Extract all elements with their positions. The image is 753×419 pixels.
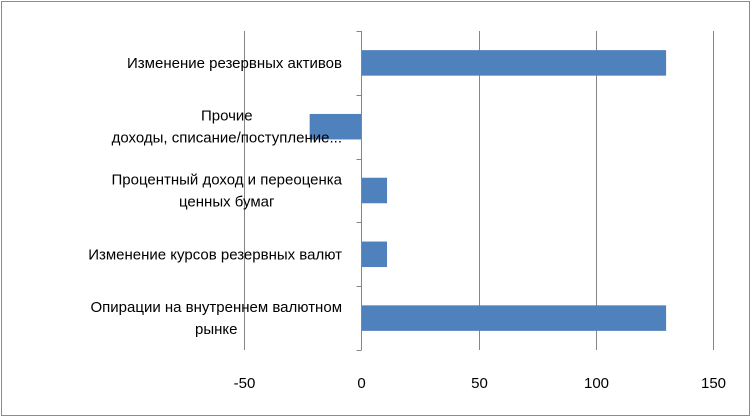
bar-3: [361, 241, 388, 268]
category-labels: Изменение резервных активов Прочие доходы,…: [88, 55, 342, 338]
category-label-4-line-0: Опирации на внутреннем валютном: [91, 299, 342, 316]
category-label-0: Изменение резервных активов: [127, 55, 342, 72]
x-tick-labels: -50 0 50 100 150: [234, 375, 726, 392]
bar-4: [361, 305, 667, 331]
x-tick-label-4: 150: [701, 375, 726, 392]
category-label-2-line-0: Процентный доход и переоценка: [111, 172, 342, 189]
x-tick-label-0: -50: [234, 375, 256, 392]
category-label-3: Изменение курсов резервных валют: [88, 246, 342, 263]
axes: [356, 31, 362, 351]
category-label-1-line-1: доходы, списание/поступление...: [112, 130, 342, 147]
category-label-0-line-0: Изменение резервных активов: [127, 55, 342, 72]
grid-lines: [244, 31, 714, 350]
x-tick-label-2: 50: [471, 375, 488, 392]
category-label-2-line-1: ценных бумаг: [179, 194, 275, 211]
category-label-1-line-0: Прочие: [201, 108, 253, 125]
category-label-3-line-0: Изменение курсов резервных валют: [88, 246, 342, 263]
bars: [309, 50, 667, 331]
bar-0: [361, 50, 667, 76]
x-tick-label-3: 100: [584, 375, 609, 392]
bar-1: [309, 113, 362, 140]
category-label-4-line-1: рынке: [195, 321, 237, 338]
category-label-1: Прочие доходы, списание/поступление...: [112, 108, 342, 147]
category-label-4: Опирации на внутреннем валютном рынке: [91, 299, 342, 338]
category-label-2: Процентный доход и переоценка ценных бума…: [111, 172, 342, 211]
x-tick-label-1: 0: [357, 375, 365, 392]
bar-2: [361, 177, 388, 204]
